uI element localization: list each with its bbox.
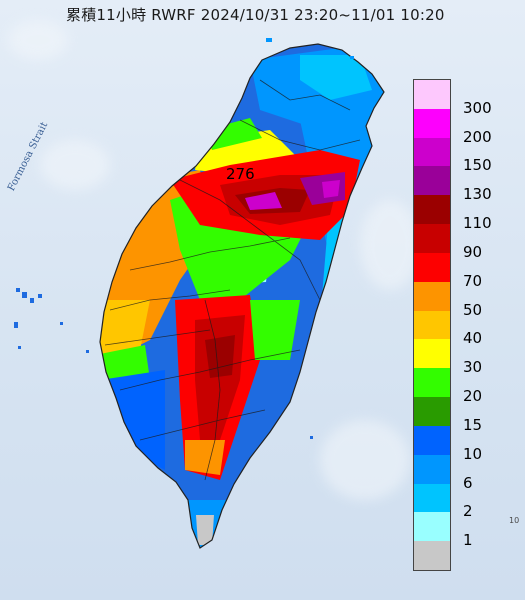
legend-label: 10 xyxy=(463,444,483,463)
legend-swatch xyxy=(414,80,450,110)
legend-swatch xyxy=(414,252,450,283)
legend-swatch xyxy=(414,339,450,369)
island-outline xyxy=(99,43,385,549)
boundary-lines xyxy=(104,79,361,481)
offshore-echoes xyxy=(14,288,313,439)
legend-swatch xyxy=(414,454,450,485)
rain-area-10mm-southwest xyxy=(100,370,165,470)
rainfall-legend xyxy=(413,79,451,571)
cloud-texture xyxy=(320,420,410,500)
legend-label: 50 xyxy=(463,300,483,319)
legend-swatch xyxy=(414,281,450,312)
legend-label: 30 xyxy=(463,358,483,377)
rain-area-130mm xyxy=(300,172,345,205)
legend-swatch xyxy=(414,512,450,542)
legend-swatch xyxy=(414,368,450,398)
rain-area-40mm-west xyxy=(100,300,150,370)
legend-swatch xyxy=(414,483,450,513)
echo-pixel xyxy=(60,322,63,325)
rain-area-20mm-east xyxy=(250,300,300,360)
rain-area-50mm-south xyxy=(185,440,225,475)
legend-label: 40 xyxy=(463,329,483,348)
corner-mark: 10 xyxy=(509,516,520,525)
legend-label: 15 xyxy=(463,415,483,434)
rain-area-150mm xyxy=(245,192,282,210)
legend-swatch xyxy=(414,541,450,571)
legend-label: 150 xyxy=(463,156,492,175)
rain-area-2mm-north xyxy=(300,55,372,100)
legend-label: 70 xyxy=(463,271,483,290)
echo-pixel xyxy=(310,436,313,439)
echo-pixel xyxy=(22,292,27,298)
legend-label: 90 xyxy=(463,242,483,261)
map-title: 累積11小時 RWRF 2024/10/31 23:20~11/01 10:20 xyxy=(66,6,445,24)
legend-swatch xyxy=(414,108,450,139)
islet xyxy=(266,38,272,42)
legend-label: 1 xyxy=(463,531,473,550)
legend-swatch xyxy=(414,425,450,456)
legend-swatch xyxy=(414,137,450,167)
legend-label: 20 xyxy=(463,387,483,406)
legend-swatch xyxy=(414,166,450,196)
echo-pixel xyxy=(86,350,89,353)
legend-label: 130 xyxy=(463,185,492,204)
legend-label: 300 xyxy=(463,98,492,117)
legend-swatch xyxy=(414,310,450,340)
echo-pixel xyxy=(16,288,20,292)
legend-label: 200 xyxy=(463,127,492,146)
echo-pixel xyxy=(30,298,34,303)
rain-area-no-data xyxy=(196,515,214,545)
echo-pixel xyxy=(18,346,21,349)
cloud-texture xyxy=(8,20,68,60)
legend-swatch xyxy=(414,397,450,427)
legend-label: 110 xyxy=(463,214,492,233)
cloud-texture xyxy=(360,200,420,290)
legend-swatch xyxy=(414,195,450,225)
legend-label: 2 xyxy=(463,502,473,521)
legend-swatch xyxy=(414,224,450,254)
echo-pixel xyxy=(38,294,42,298)
islet xyxy=(350,56,354,59)
rain-area-20mm-north xyxy=(205,118,262,150)
echo-pixel xyxy=(14,322,18,328)
legend-label: 6 xyxy=(463,473,473,492)
cloud-texture xyxy=(40,140,110,190)
rain-area-110mm-south xyxy=(205,335,235,378)
rain-area-150mm-east xyxy=(322,180,340,198)
max-rainfall-label: 276 xyxy=(226,165,255,183)
